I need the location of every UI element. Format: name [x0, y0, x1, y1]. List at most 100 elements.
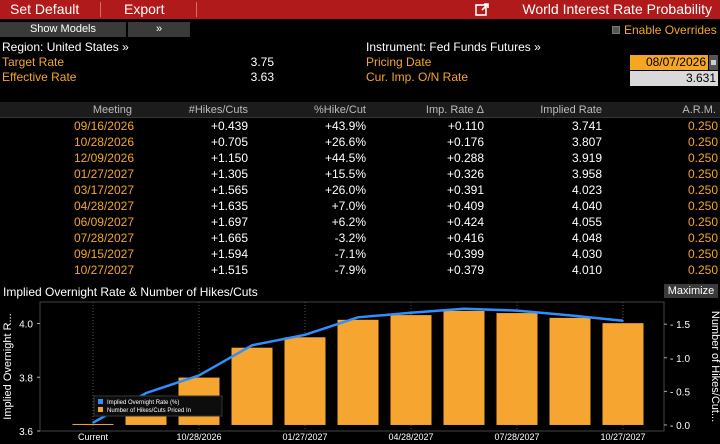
right-tick-label: - 0.0: [670, 421, 690, 432]
table-row[interactable]: 10/28/2026 +0.705 +26.6% +0.176 3.807 0.…: [0, 135, 720, 150]
pct-hike-cut-value: -7.1%: [334, 247, 366, 261]
cur-imp-rate-label: Cur. Imp. O/N Rate: [366, 70, 469, 84]
hikes-cuts-value: +1.635: [210, 199, 248, 213]
pct-hike-cut-value: +43.9%: [324, 119, 366, 133]
line-point: [357, 316, 359, 319]
arm-value: 0.250: [687, 119, 718, 133]
implied-rate-value: 4.055: [571, 215, 602, 229]
set-default-button[interactable]: Set Default: [10, 1, 80, 17]
meeting-date: 07/28/2027: [73, 231, 134, 245]
pct-hike-cut-value: +6.2%: [331, 215, 366, 229]
expand-chevron-button[interactable]: »: [128, 22, 190, 37]
meeting-date: 03/17/2027: [73, 183, 134, 197]
line-point: [622, 320, 624, 322]
legend-swatch-bar: [98, 407, 103, 412]
meeting-date: 10/27/2027: [73, 263, 134, 277]
implied-rate-value: 4.030: [571, 247, 602, 261]
line-point: [145, 392, 147, 394]
bar: [549, 317, 591, 425]
enable-overrides-label[interactable]: Enable Overrides: [624, 23, 717, 37]
meeting-date: 09/15/2027: [73, 247, 134, 261]
table-row[interactable]: 12/09/2026 +1.150 +44.5% +0.288 3.919 0.…: [0, 151, 720, 166]
column-header-imp-rate-delta[interactable]: Imp. Rate Δ: [425, 104, 484, 116]
top-toolbar: Set Default Export World Interest Rate P…: [0, 0, 720, 19]
bar: [602, 323, 644, 425]
window-title: World Interest Rate Probability: [522, 1, 712, 17]
effective-rate-value: 3.63: [250, 70, 274, 84]
hikes-cuts-value: +1.515: [210, 263, 248, 277]
line-point: [251, 344, 253, 347]
implied-rate-value: 3.919: [571, 151, 602, 165]
hikes-cuts-value: +0.705: [210, 135, 248, 149]
arm-value: 0.250: [687, 151, 718, 165]
column-header-implied-rate[interactable]: Implied Rate: [540, 104, 602, 116]
target-rate-label: Target Rate: [2, 55, 65, 69]
meeting-date: 10/28/2026: [73, 135, 134, 149]
x-tick-label: 10/28/2026: [176, 432, 221, 442]
column-header-pct-hike-cut[interactable]: %Hike/Cut: [314, 104, 366, 116]
hikes-cuts-value: +1.665: [210, 231, 248, 245]
table-row[interactable]: 06/09/2027 +1.697 +6.2% +0.424 4.055 0.2…: [0, 215, 720, 230]
rate-hikes-chart: 3.6 3.8 4.0 - 0.0 - 0.5 - 1.0 - 1.5 Current 10/2…: [2, 301, 720, 442]
table-row[interactable]: 09/15/2027 +1.594 -7.1% +0.399 4.030 0.2…: [0, 247, 720, 262]
popout-icon[interactable]: [475, 2, 490, 17]
arm-value: 0.250: [687, 231, 718, 245]
line-point: [198, 374, 200, 377]
legend-label-line: Implied Overnight Rate (%): [107, 400, 179, 406]
region-selector[interactable]: Region: United States »: [2, 40, 129, 54]
x-tick-label: 07/28/2027: [494, 432, 539, 442]
column-header-hikes-cuts[interactable]: #Hikes/Cuts: [188, 104, 248, 116]
toolbar-divider: [100, 2, 101, 17]
pricing-date-field[interactable]: 08/07/2026: [630, 55, 708, 70]
line-point: [92, 421, 94, 424]
show-models-button[interactable]: Show Models: [0, 22, 126, 37]
imp-rate-delta-value: +0.416: [446, 231, 484, 245]
arm-value: 0.250: [687, 167, 718, 181]
table-row[interactable]: 09/16/2026 +0.439 +43.9% +0.110 3.741 0.…: [0, 119, 720, 134]
maximize-button[interactable]: Maximize: [664, 284, 718, 298]
bar: [72, 423, 114, 425]
imp-rate-delta-value: +0.409: [446, 199, 484, 213]
instrument-selector[interactable]: Instrument: Fed Funds Futures »: [366, 40, 541, 54]
hikes-cuts-value: +1.305: [210, 167, 248, 181]
implied-rate-value: 4.023: [571, 183, 602, 197]
cur-imp-rate-value: 3.631: [630, 71, 718, 86]
arm-value: 0.250: [687, 135, 718, 149]
calendar-icon[interactable]: [709, 55, 718, 70]
pct-hike-cut-value: +26.6%: [324, 135, 366, 149]
bar: [496, 313, 538, 425]
column-header-meeting[interactable]: Meeting: [92, 104, 132, 116]
table-row[interactable]: 04/28/2027 +1.635 +7.0% +0.409 4.040 0.2…: [0, 199, 720, 214]
left-tick-label: 3.6: [19, 427, 33, 438]
table-row[interactable]: 10/27/2027 +1.515 -7.9% +0.379 4.010 0.2…: [0, 263, 720, 278]
enable-overrides-checkbox[interactable]: [612, 26, 620, 34]
arm-value: 0.250: [687, 199, 718, 213]
table-row[interactable]: 07/28/2027 +1.665 -3.2% +0.416 4.048 0.2…: [0, 231, 720, 246]
hikes-cuts-value: +1.150: [210, 151, 248, 165]
effective-rate-label: Effective Rate: [2, 70, 77, 84]
arm-value: 0.250: [687, 215, 718, 229]
imp-rate-delta-value: +0.379: [446, 263, 484, 277]
export-button[interactable]: Export: [124, 1, 165, 17]
bar: [337, 319, 379, 425]
right-tick-label: - 1.5: [670, 320, 690, 331]
meeting-date: 06/09/2027: [73, 215, 134, 229]
chart-title: Implied Overnight Rate & Number of Hikes…: [3, 285, 258, 299]
table-header: Meeting #Hikes/Cuts %Hike/Cut Imp. Rate …: [0, 102, 720, 118]
column-header-arm[interactable]: A.R.M.: [682, 104, 716, 116]
imp-rate-delta-value: +0.288: [446, 151, 484, 165]
pct-hike-cut-value: -3.2%: [334, 231, 366, 245]
table-row[interactable]: 01/27/2027 +1.305 +15.5% +0.326 3.958 0.…: [0, 167, 720, 182]
line-point: [463, 307, 465, 310]
legend-label-bar: Number of Hikes/Cuts Priced In: [107, 408, 191, 414]
imp-rate-delta-value: +0.110: [447, 119, 484, 133]
table-row[interactable]: 03/17/2027 +1.565 +26.0% +0.391 4.023 0.…: [0, 183, 720, 198]
x-tick-label: Current: [78, 432, 109, 442]
pct-hike-cut-value: +7.0%: [331, 199, 366, 213]
pct-hike-cut-value: -7.9%: [334, 263, 366, 277]
imp-rate-delta-value: +0.326: [446, 167, 484, 181]
bar: [284, 337, 326, 425]
hikes-cuts-value: +1.594: [210, 247, 248, 261]
legend-box: [93, 395, 223, 417]
implied-rate-value: 3.958: [571, 167, 602, 181]
